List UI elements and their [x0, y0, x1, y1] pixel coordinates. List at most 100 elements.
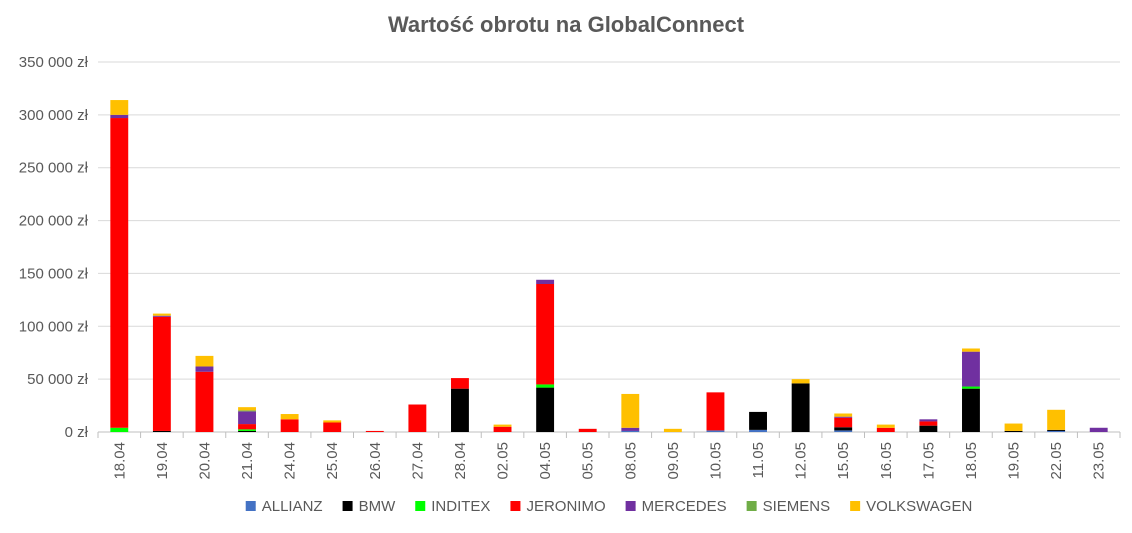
bar-segment	[834, 417, 853, 428]
bar-segment	[195, 355, 214, 367]
y-tick-label: 100 000 zł	[19, 318, 89, 335]
x-tick-label: 23.05	[1091, 442, 1108, 480]
x-tick-label: 12.05	[793, 442, 810, 480]
bar-segment	[834, 413, 853, 417]
bar-segment	[962, 351, 980, 387]
bar-segment	[1047, 430, 1066, 432]
bar-segment	[706, 430, 725, 432]
bar-segment	[195, 371, 214, 432]
x-tick-label: 09.05	[665, 442, 682, 480]
y-tick-label: 50 000 zł	[27, 371, 89, 388]
bar-segment	[834, 430, 853, 432]
bar-segment	[110, 100, 129, 115]
bar-segment	[152, 430, 171, 432]
x-tick-label: 18.05	[963, 442, 980, 480]
legend-label: SIEMENS	[763, 498, 831, 515]
x-tick-label: 22.05	[1048, 442, 1065, 480]
x-tick-label: 26.04	[367, 442, 384, 480]
x-tick-label: 04.05	[537, 442, 554, 480]
x-tick-label: 11.05	[750, 442, 767, 478]
y-tick-label: 0 zł	[65, 424, 89, 441]
bar-segment	[834, 427, 853, 431]
legend-label: INDITEX	[431, 498, 490, 515]
x-tick-label: 10.05	[707, 442, 724, 480]
bar-segment	[238, 430, 256, 432]
y-tick-label: 300 000 zł	[19, 107, 89, 124]
legend-label: MERCEDES	[642, 498, 727, 515]
x-tick-label: 19.05	[1006, 442, 1023, 480]
x-tick-label: 20.04	[196, 442, 213, 480]
legend-swatch	[245, 501, 256, 511]
bar-segment	[110, 114, 129, 119]
bar-segment	[791, 379, 810, 384]
x-tick-label: 08.05	[622, 442, 639, 480]
bar-segment	[451, 388, 469, 432]
bar-segment	[621, 427, 640, 431]
bar-segment	[280, 414, 299, 420]
x-tick-label: 16.05	[878, 442, 895, 480]
bar-segment	[749, 411, 767, 430]
bar-segment	[663, 428, 682, 432]
legend-swatch	[746, 501, 757, 511]
bar-segment	[962, 386, 980, 389]
y-tick-label: 350 000 zł	[19, 54, 89, 71]
x-tick-label: 25.04	[324, 442, 341, 480]
bar-segment	[152, 313, 171, 316]
x-tick-label: 18.04	[111, 442, 128, 480]
bar-segment	[536, 279, 555, 284]
bar-segment	[919, 425, 938, 432]
bar-segment	[408, 404, 427, 432]
legend-label: JERONIMO	[526, 498, 605, 515]
bar-segment	[536, 387, 555, 432]
legend-item: VOLKSWAGEN	[850, 498, 972, 515]
legend-item: INDITEX	[415, 498, 490, 515]
bar-segment	[876, 424, 895, 428]
bar-segment	[110, 427, 129, 432]
bar-segment	[1047, 409, 1066, 430]
bar-segment	[451, 378, 469, 389]
bar-segment	[238, 411, 256, 425]
legend-label: ALLIANZ	[262, 498, 323, 515]
bar-segment	[791, 383, 810, 432]
bar-segment	[706, 392, 725, 431]
bar-segment	[152, 316, 171, 431]
legend-item: ALLIANZ	[245, 498, 323, 515]
legend-item: SIEMENS	[746, 498, 831, 515]
chart-title: Wartość obrotu na GlobalConnect	[387, 12, 745, 37]
bar-segment	[1089, 427, 1108, 432]
x-tick-label: 19.04	[154, 442, 171, 480]
x-tick-label: 28.04	[452, 442, 469, 480]
bar-segment	[323, 420, 342, 423]
legend-label: VOLKSWAGEN	[866, 498, 972, 515]
y-tick-label: 250 000 zł	[19, 160, 89, 177]
legend-swatch	[625, 501, 636, 511]
legend-item: MERCEDES	[625, 498, 727, 515]
bar-segment	[536, 284, 555, 385]
legend-swatch	[415, 501, 426, 511]
bar-segment	[238, 424, 256, 430]
bar-segment	[365, 430, 384, 432]
bar-segment	[1004, 430, 1023, 432]
x-tick-label: 02.05	[495, 442, 512, 480]
bar-segment	[919, 419, 938, 422]
bar-segment	[578, 428, 597, 432]
x-tick-label: 05.05	[580, 442, 597, 480]
x-tick-label: 24.04	[282, 442, 299, 480]
bar-segment	[621, 430, 640, 432]
legend-swatch	[510, 501, 521, 511]
bar-segment	[238, 407, 256, 411]
bar-segment	[876, 427, 895, 432]
bar-segment	[962, 348, 980, 352]
y-tick-label: 150 000 zł	[19, 265, 89, 282]
bar-segment	[919, 421, 938, 426]
legend-label: BMW	[359, 498, 397, 515]
legend-item: JERONIMO	[510, 498, 606, 515]
x-tick-label: 21.04	[239, 442, 256, 480]
x-tick-label: 17.05	[920, 442, 937, 480]
bar-segment	[493, 426, 512, 432]
x-tick-label: 15.05	[835, 442, 852, 480]
bar-segment	[280, 419, 299, 432]
bar-segment	[536, 384, 555, 388]
x-tick-label: 27.04	[409, 442, 426, 480]
